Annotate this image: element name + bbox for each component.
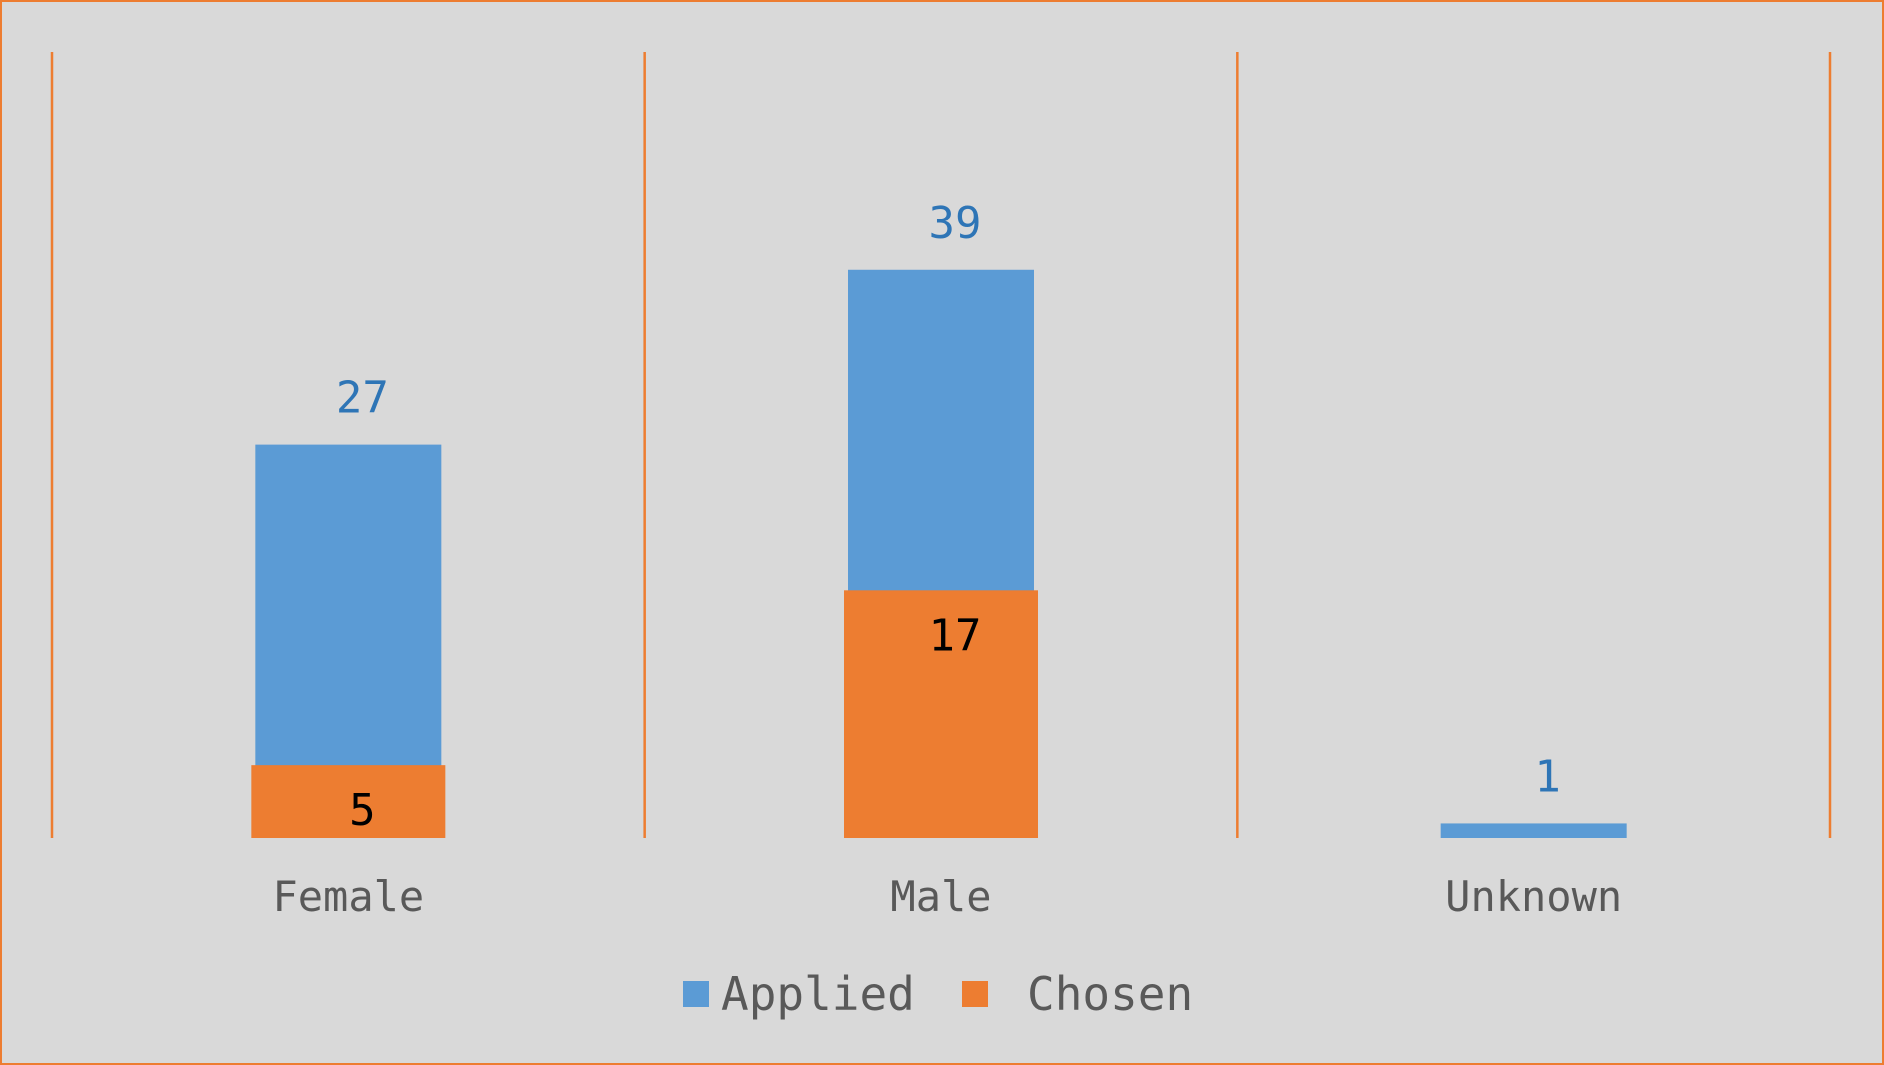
data-label-applied-female: 27 — [336, 373, 389, 424]
bars — [251, 269, 1627, 838]
category-label-unknown: Unknown — [1445, 872, 1622, 921]
category-label-male: Male — [890, 872, 991, 921]
bar-chosen-female — [251, 765, 446, 838]
data-label-chosen-female: 5 — [349, 785, 376, 836]
data-labels: 27 5 39 17 1 — [336, 198, 1561, 836]
data-label-applied-male: 39 — [929, 198, 982, 249]
bar-applied-unknown — [1440, 823, 1627, 838]
legend: Applied Chosen — [683, 967, 1193, 1021]
legend-label-applied: Applied — [721, 967, 915, 1021]
category-labels: Female Male Unknown — [272, 872, 1622, 921]
data-label-chosen-male: 17 — [929, 610, 982, 661]
bar-chosen-male — [844, 590, 1038, 838]
legend-swatch-chosen — [962, 981, 988, 1007]
data-label-applied-unknown: 1 — [1534, 751, 1561, 802]
legend-swatch-applied — [683, 981, 709, 1007]
legend-label-chosen: Chosen — [1027, 967, 1193, 1021]
category-dividers — [50, 52, 1832, 838]
category-label-female: Female — [272, 872, 424, 921]
